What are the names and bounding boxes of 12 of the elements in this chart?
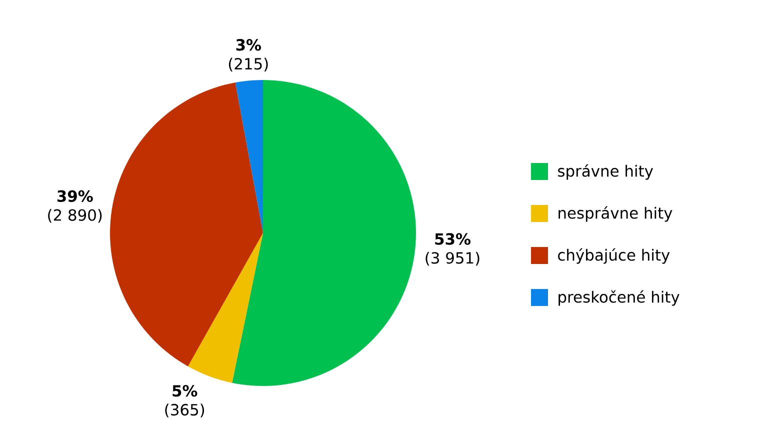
legend-label: chýbajúce hity <box>558 248 670 264</box>
legend-label: správne hity <box>558 164 653 180</box>
text: 53% <box>435 233 470 245</box>
text: 3% <box>236 39 261 51</box>
data-label: (215) <box>228 58 268 72</box>
data-label: (2 890) <box>48 208 102 223</box>
text: 39% <box>57 190 93 202</box>
data-label: (365) <box>165 404 204 418</box>
legend-label: preskočené hity <box>558 290 680 306</box>
data-label: (3 951) <box>426 252 480 266</box>
text: 5% <box>172 384 198 397</box>
legend-label: nesprávne hity <box>558 206 672 222</box>
